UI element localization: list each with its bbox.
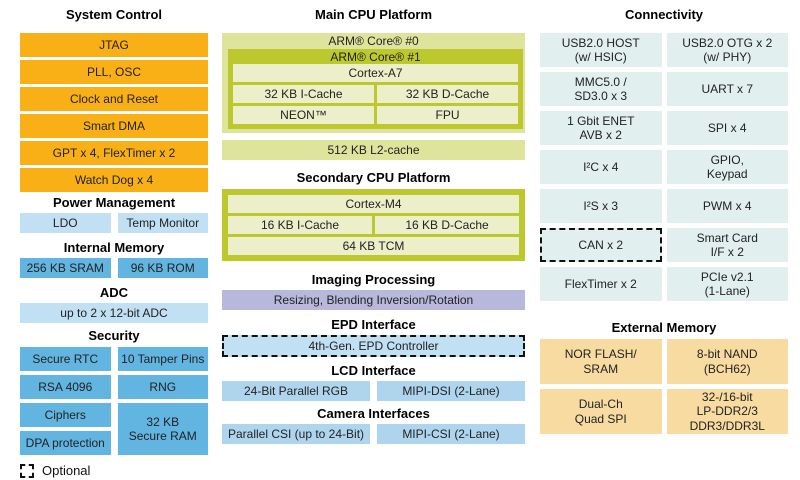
block-watchdog: Watch Dog x 4 — [20, 168, 208, 192]
block-gpt-flextimer: GPT x 4, FlexTimer x 2 — [20, 141, 208, 165]
section-title-lcd: LCD Interface — [331, 363, 416, 378]
optional-legend-label: Optional — [42, 463, 91, 478]
block-parallel-csi: Parallel CSI (up to 24-Bit) — [222, 424, 370, 444]
block-temp-monitor: Temp Monitor — [117, 213, 208, 233]
power-management-blocks: LDO Temp Monitor — [20, 213, 208, 233]
block-epd-controller: 4th-Gen. EPD Controller — [222, 335, 525, 357]
conn-pcie: PCIe v2.1 (1-Lane) — [666, 267, 788, 301]
block-tamper-pins: 10 Tamper Pins — [117, 347, 208, 371]
conn-flextimer: FlexTimer x 2 — [540, 267, 662, 301]
block-dpa-protection: DPA protection — [20, 431, 111, 455]
block-tcm: 64 KB TCM — [228, 237, 519, 255]
card-cortex-m4: Cortex-M4 16 KB I-Cache 16 KB D-Cache 64… — [222, 189, 525, 261]
conn-mmc-sd: MMC5.0 / SD3.0 x 3 — [540, 72, 662, 106]
block-pll-osc: PLL, OSC — [20, 60, 208, 84]
block-ciphers: Ciphers — [20, 403, 111, 427]
right-column: Connectivity USB2.0 HOST (w/ HSIC) USB2.… — [540, 0, 788, 434]
block-l2-cache: 512 KB L2-cache — [222, 140, 525, 160]
section-title-epd: EPD Interface — [331, 317, 416, 332]
conn-i2s: I²S x 3 — [540, 189, 662, 223]
card-arm-core0: ARM® Core® #0 ARM® Core® #1 Cortex-A7 32… — [222, 33, 525, 133]
conn-pwm: PWM x 4 — [666, 189, 788, 223]
block-adc: up to 2 x 12-bit ADC — [20, 303, 208, 323]
section-title-internal-memory: Internal Memory — [63, 240, 165, 255]
conn-smart-card: Smart Card I/F x 2 — [666, 228, 788, 262]
section-title-security: Security — [88, 328, 140, 343]
block-imaging-processing: Resizing, Blending Inversion/Rotation — [222, 290, 525, 310]
block-sram: 256 KB SRAM — [20, 258, 111, 278]
block-jtag: JTAG — [20, 33, 208, 57]
conn-i2c: I²C x 4 — [540, 150, 662, 184]
block-ldo: LDO — [20, 213, 111, 233]
block-rsa-4096: RSA 4096 — [20, 375, 111, 399]
block-smart-dma: Smart DMA — [20, 114, 208, 138]
block-a7-icache: 32 KB I-Cache — [233, 85, 374, 103]
block-m4-icache: 16 KB I-Cache — [228, 216, 372, 234]
camera-blocks: Parallel CSI (up to 24-Bit) MIPI-CSI (2-… — [222, 424, 525, 444]
block-secure-ram: 32 KB Secure RAM — [117, 403, 208, 455]
block-secure-rtc: Secure RTC — [20, 347, 111, 371]
external-memory-blocks: NOR FLASH/ SRAM 8-bit NAND (BCH62) Dual-… — [540, 339, 788, 434]
arm-core0-label: ARM® Core® #0 — [328, 34, 419, 48]
system-control-blocks: JTAG PLL, OSC Clock and Reset Smart DMA … — [20, 33, 208, 192]
optional-legend: Optional — [20, 463, 208, 478]
block-fpu: FPU — [377, 106, 518, 124]
conn-spi: SPI x 4 — [666, 111, 788, 145]
security-blocks: Secure RTC 10 Tamper Pins RSA 4096 RNG C… — [20, 347, 208, 455]
extmem-nor-flash-sram: NOR FLASH/ SRAM — [540, 339, 662, 384]
section-title-adc: ADC — [99, 285, 129, 300]
extmem-ddr: 32-/16-bit LP-DDR2/3 DDR3/DDR3L — [666, 389, 788, 434]
connectivity-blocks: USB2.0 HOST (w/ HSIC) USB2.0 OTG x 2 (w/… — [540, 33, 788, 301]
section-title-external-memory: External Memory — [611, 320, 717, 335]
block-parallel-rgb: 24-Bit Parallel RGB — [222, 381, 370, 401]
conn-gpio-keypad: GPIO, Keypad — [666, 150, 788, 184]
extmem-nand: 8-bit NAND (BCH62) — [666, 339, 788, 384]
section-title-system-control: System Control — [65, 7, 163, 22]
section-title-secondary-cpu: Secondary CPU Platform — [296, 170, 451, 185]
conn-uart: UART x 7 — [666, 72, 788, 106]
section-title-imaging: Imaging Processing — [311, 272, 436, 287]
block-cortex-m4: Cortex-M4 — [228, 195, 519, 213]
block-rng: RNG — [117, 375, 208, 399]
section-title-connectivity: Connectivity — [624, 7, 703, 22]
conn-can: CAN x 2 — [540, 228, 662, 262]
block-m4-dcache: 16 KB D-Cache — [375, 216, 519, 234]
block-cortex-a7: Cortex-A7 — [233, 64, 518, 82]
optional-dashed-box-icon — [20, 463, 34, 478]
section-title-main-cpu: Main CPU Platform — [314, 7, 432, 22]
left-column: System Control JTAG PLL, OSC Clock and R… — [20, 0, 208, 478]
center-column: Main CPU Platform ARM® Core® #0 ARM® Cor… — [222, 0, 525, 444]
block-mipi-csi: MIPI-CSI (2-Lane) — [377, 424, 525, 444]
block-a7-dcache: 32 KB D-Cache — [377, 85, 518, 103]
block-clock-and-reset: Clock and Reset — [20, 87, 208, 111]
conn-usb-otg: USB2.0 OTG x 2 (w/ PHY) — [666, 33, 788, 67]
arm-core1-label: ARM® Core® #1 — [330, 49, 421, 64]
card-arm-core1: ARM® Core® #1 Cortex-A7 32 KB I-Cache 32… — [228, 49, 523, 129]
block-rom: 96 KB ROM — [117, 258, 208, 278]
conn-usb-host: USB2.0 HOST (w/ HSIC) — [540, 33, 662, 67]
internal-memory-blocks: 256 KB SRAM 96 KB ROM — [20, 258, 208, 278]
extmem-quad-spi: Dual-Ch Quad SPI — [540, 389, 662, 434]
section-title-power-management: Power Management — [52, 195, 176, 210]
lcd-blocks: 24-Bit Parallel RGB MIPI-DSI (2-Lane) — [222, 381, 525, 401]
block-neon: NEON™ — [233, 106, 374, 124]
block-mipi-dsi: MIPI-DSI (2-Lane) — [377, 381, 525, 401]
conn-enet-avb: 1 Gbit ENET AVB x 2 — [540, 111, 662, 145]
section-title-camera: Camera Interfaces — [317, 406, 430, 421]
